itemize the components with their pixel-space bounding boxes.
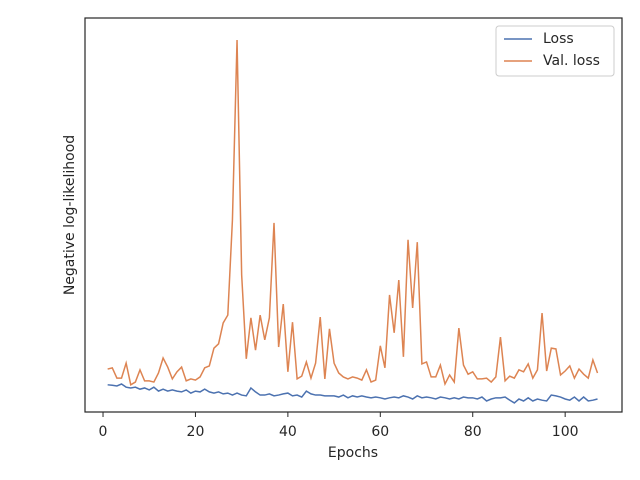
plot-frame: [84, 17, 623, 413]
y-axis-label: Negative log-likelihood: [62, 135, 78, 295]
x-tick-label: 80: [464, 424, 482, 440]
x-tick-label: 0: [99, 424, 108, 440]
x-tick-label: 60: [371, 424, 389, 440]
series-line: [107, 383, 598, 404]
x-tick-label: 20: [187, 424, 205, 440]
x-tick-label: 40: [279, 424, 297, 440]
x-axis-label: Epochs: [328, 445, 378, 461]
x-tick-label: 100: [552, 424, 579, 440]
series-line: [107, 40, 599, 387]
legend-label: Loss: [543, 31, 574, 47]
legend-label: Val. loss: [543, 53, 600, 69]
